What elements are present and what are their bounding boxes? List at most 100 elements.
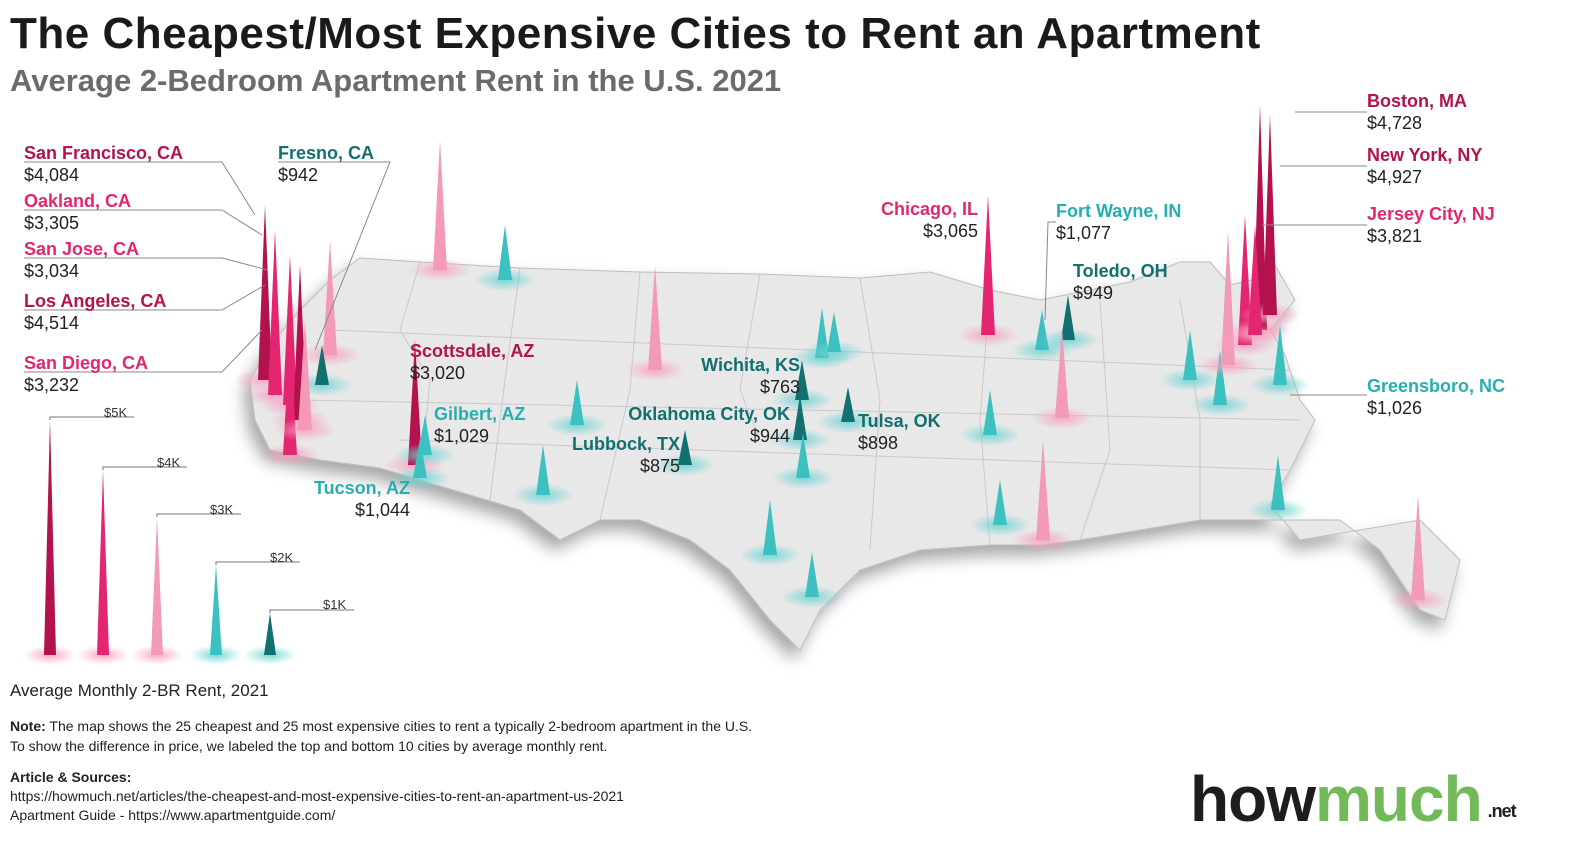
leader-line [24, 284, 266, 311]
leader-line [24, 257, 269, 271]
article-link[interactable]: https://howmuch.net/articles/the-cheapes… [10, 788, 624, 804]
city-name: Tulsa, OK [858, 411, 941, 431]
city-rent: $1,029 [434, 426, 490, 446]
city-spike [498, 225, 512, 280]
us-map-shape [249, 257, 1461, 651]
city-name: San Francisco, CA [24, 143, 184, 163]
city-label: Greensboro, NC $1,026 [1367, 375, 1505, 419]
city-spike [981, 195, 995, 335]
city-spike [1036, 440, 1050, 540]
city-rent: $875 [639, 456, 680, 476]
city-spike [433, 140, 447, 270]
city-spike [796, 433, 810, 478]
city-spike [570, 380, 584, 425]
city-spike [1055, 328, 1069, 418]
city-rent: $3,232 [24, 375, 80, 395]
city-rent: $3,821 [1367, 226, 1423, 246]
city-label: Jersey City, NJ $3,821 [1367, 203, 1495, 247]
city-name: Gilbert, AZ [434, 404, 526, 424]
note-line2: To show the difference in price, we labe… [10, 738, 608, 754]
city-label: San Francisco, CA $4,084 [24, 142, 183, 186]
city-spike [1213, 350, 1227, 405]
city-spike [983, 390, 997, 435]
city-rent: $1,077 [1056, 223, 1112, 243]
city-label: New York, NY $4,927 [1367, 144, 1482, 188]
city-spike [993, 480, 1007, 525]
city-rent: $3,034 [24, 261, 80, 281]
city-rent: $898 [858, 433, 899, 453]
city-name: Chicago, IL [880, 199, 978, 219]
city-spike [258, 205, 272, 380]
city-label: Oakland, CA $3,305 [24, 190, 131, 234]
legend-tick-line [49, 416, 134, 420]
legend-tick-line [215, 561, 300, 565]
page-title: The Cheapest/Most Expensive Cities to Re… [10, 9, 1261, 58]
city-name: Fort Wayne, IN [1056, 201, 1182, 221]
legend-title: Average Monthly 2-BR Rent, 2021 [10, 681, 269, 700]
city-name: Lubbock, TX [572, 434, 680, 454]
city-spike [827, 312, 841, 352]
city-label: Tucson, AZ $1,044 [314, 477, 410, 521]
city-spike [413, 438, 427, 478]
city-spike [795, 360, 809, 400]
city-spike [805, 552, 819, 597]
city-spike [1411, 495, 1425, 600]
city-spike [1248, 225, 1262, 335]
sources: Article & Sources: https://howmuch.net/a… [10, 768, 624, 825]
city-name: Greensboro, NC [1367, 376, 1506, 396]
city-label: San Diego, CA $3,232 [24, 352, 148, 396]
city-spike [763, 500, 777, 555]
city-spike [315, 345, 329, 385]
city-label: Los Angeles, CA $4,514 [24, 290, 166, 334]
howmuch-logo: howmuch .net [1190, 763, 1517, 835]
city-rent: $942 [278, 165, 319, 185]
city-label: Toledo, OH $949 [1073, 260, 1168, 304]
city-spike [418, 415, 432, 455]
city-rent: $763 [759, 377, 800, 397]
leader-line [1044, 221, 1056, 321]
legend-spike [151, 517, 163, 655]
leader-line [24, 209, 263, 236]
city-name: Scottsdale, AZ [410, 341, 535, 361]
legend-spike [44, 420, 56, 655]
city-label: Fresno, CA $942 [278, 142, 374, 186]
legend-tick: $2K [270, 550, 294, 565]
city-spike [793, 395, 807, 440]
city-name: Boston, MA [1367, 91, 1467, 111]
city-label: San Jose, CA $3,034 [24, 238, 139, 282]
city-label: Fort Wayne, IN $1,077 [1056, 200, 1181, 244]
city-spike [1273, 325, 1287, 385]
city-spike [268, 230, 282, 395]
city-name: Jersey City, NJ [1367, 204, 1495, 224]
city-label: Tulsa, OK $898 [858, 410, 941, 454]
city-spike [678, 430, 692, 465]
city-rent: $1,026 [1367, 398, 1423, 418]
note-line1: The map shows the 25 cheapest and 25 mos… [45, 718, 753, 734]
city-label: Scottsdale, AZ $3,020 [410, 340, 534, 384]
leader-line [24, 329, 263, 373]
guide-link[interactable]: Apartment Guide - https://www.apartmentg… [10, 807, 336, 823]
city-rent: $3,020 [410, 363, 466, 383]
city-label: Wichita, KS $763 [701, 354, 800, 398]
city-spike [283, 255, 297, 405]
legend-tick-line [102, 466, 187, 470]
city-spike [1183, 330, 1197, 380]
city-name: Oklahoma City, OK [628, 404, 790, 424]
legend-spike [210, 565, 222, 655]
city-spike [1271, 455, 1285, 510]
city-name: Wichita, KS [701, 355, 800, 375]
legend-tick: $1K [323, 597, 347, 612]
city-label: Boston, MA $4,728 [1367, 90, 1467, 134]
city-rent: $3,065 [922, 221, 978, 241]
city-label: Oklahoma City, OK $944 [628, 403, 790, 447]
city-label: Lubbock, TX $875 [572, 433, 680, 477]
leader-line [278, 161, 391, 351]
city-spike [1263, 115, 1277, 315]
sources-label: Article & Sources: [10, 769, 132, 785]
city-rent: $944 [749, 426, 790, 446]
leader-line [24, 161, 256, 216]
city-spike [408, 340, 422, 465]
city-label: Chicago, IL $3,065 [881, 198, 978, 242]
city-spike [1061, 295, 1075, 340]
